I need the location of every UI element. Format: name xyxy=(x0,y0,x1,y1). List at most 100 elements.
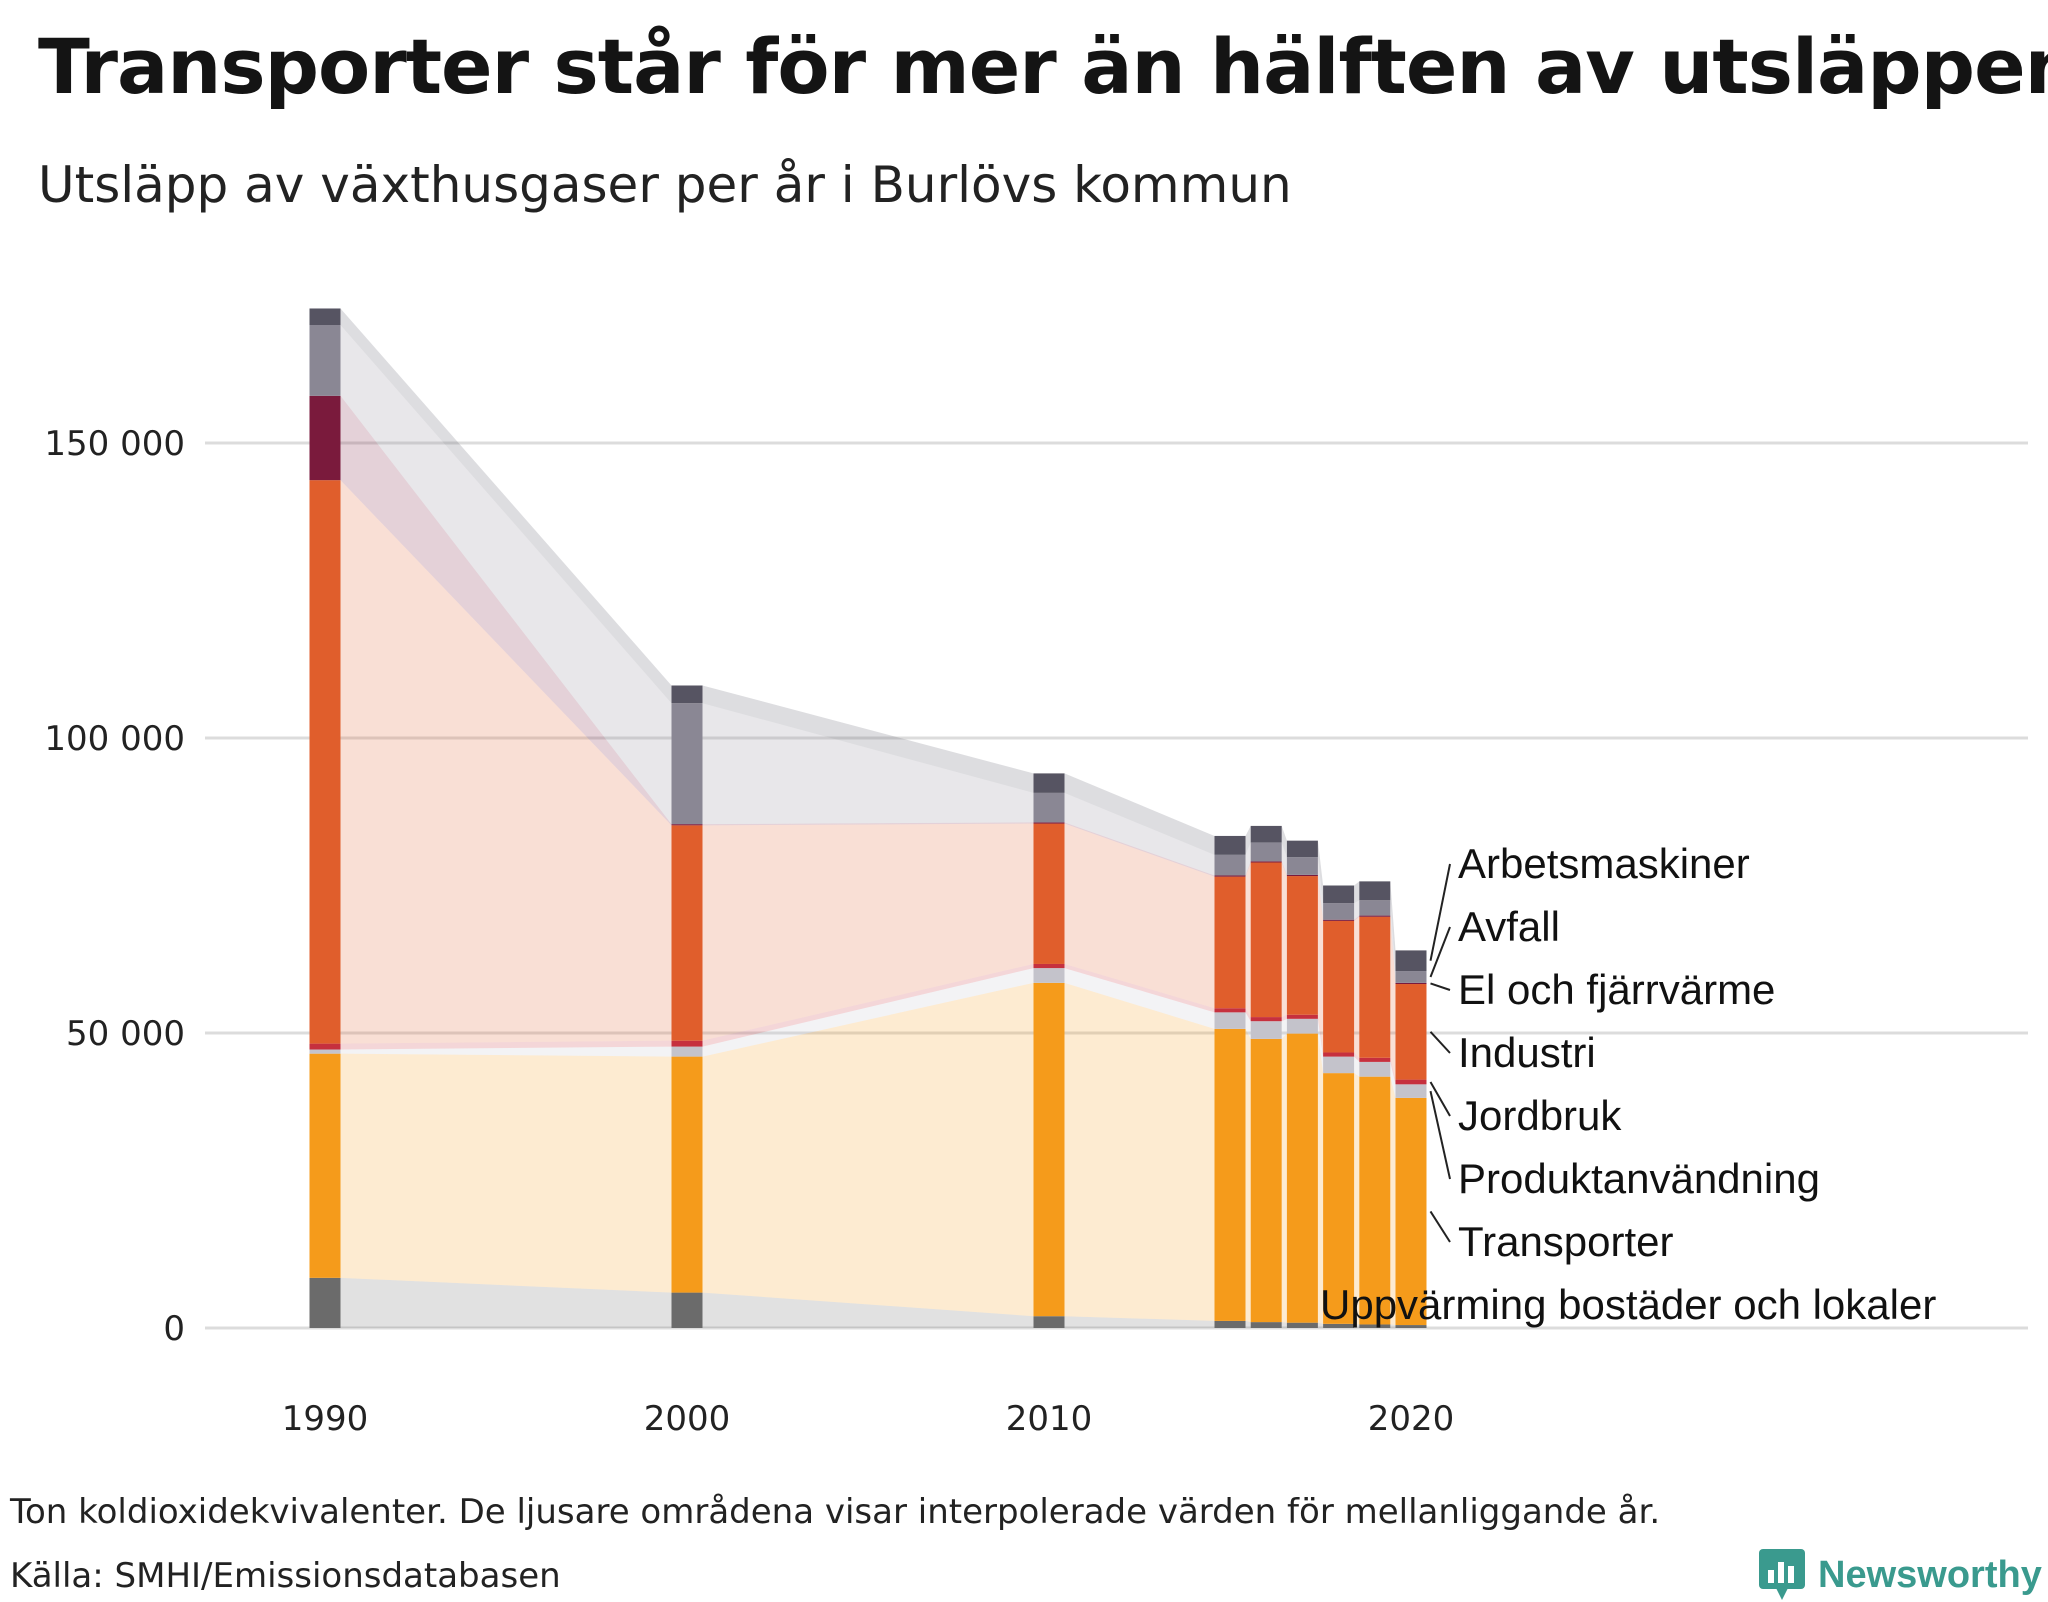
area-jordbruk xyxy=(702,963,1034,1047)
area-arbetsmaskiner xyxy=(1245,825,1251,855)
legend-label-el_fjarrvarme: El och fjärrvärme xyxy=(1458,966,1775,1013)
area-el_fjarrvarme xyxy=(702,822,1034,826)
bar-industri-2016 xyxy=(1250,862,1282,1018)
legend-label-uppvarmning: Uppvärming bostäder och lokaler xyxy=(1320,1281,1936,1328)
area-produktanvandning xyxy=(1317,1018,1324,1074)
area-arbetsmaskiner xyxy=(1064,773,1215,855)
bar-el_fjarrvarme-2000 xyxy=(671,824,703,826)
chart-subtitle: Utsläpp av växthusgaser per år i Burlövs… xyxy=(38,156,1292,214)
leader-line-transporter xyxy=(1429,1210,1451,1243)
bar-el_fjarrvarme-2010 xyxy=(1033,822,1065,824)
bar-transporter-2016 xyxy=(1250,1038,1282,1323)
bar-jordbruk-2019 xyxy=(1359,1057,1391,1062)
area-avfall xyxy=(1064,792,1215,876)
bar-arbetsmaskiner-2016 xyxy=(1250,825,1282,843)
area-el_fjarrvarme xyxy=(1390,915,1396,985)
area-transporter xyxy=(1390,1076,1396,1326)
x-tick-label: 2000 xyxy=(644,1399,731,1439)
bar-el_fjarrvarme-2017 xyxy=(1286,874,1318,877)
bar-industri-2020 xyxy=(1395,984,1427,1080)
area-transporter xyxy=(1354,1073,1360,1325)
x-tick-label: 1990 xyxy=(282,1399,369,1439)
bar-transporter-2010 xyxy=(1033,982,1065,1317)
legend-label-jordbruk: Jordbruk xyxy=(1458,1092,1622,1139)
bar-industri-1990 xyxy=(309,480,341,1044)
area-produktanvandning xyxy=(1064,968,1215,1029)
bar-transporter-2000 xyxy=(671,1056,703,1293)
bar-transporter-2019 xyxy=(1359,1076,1391,1325)
bar-jordbruk-2015 xyxy=(1214,1008,1246,1013)
area-produktanvandning xyxy=(1390,1061,1396,1098)
area-jordbruk xyxy=(1281,1014,1287,1022)
area-produktanvandning xyxy=(340,1046,672,1057)
legend-label-avfall: Avfall xyxy=(1458,903,1560,950)
area-transporter xyxy=(1317,1033,1324,1324)
bar-industri-2019 xyxy=(1359,916,1391,1058)
bar-produktanvandning-2016 xyxy=(1250,1021,1282,1039)
x-tick-label: 2010 xyxy=(1006,1399,1093,1439)
bar-arbetsmaskiner-2015 xyxy=(1214,835,1246,855)
area-el_fjarrvarme xyxy=(340,395,672,826)
bar-produktanvandning-2010 xyxy=(1033,968,1065,983)
bar-avfall-2017 xyxy=(1286,857,1318,875)
area-produktanvandning xyxy=(1245,1012,1251,1039)
area-arbetsmaskiner xyxy=(1317,840,1324,904)
bar-jordbruk-2016 xyxy=(1250,1017,1282,1022)
area-transporter xyxy=(1281,1033,1287,1323)
bar-transporter-2018 xyxy=(1323,1073,1355,1324)
area-industri xyxy=(1064,823,1215,1009)
bar-jordbruk-2020 xyxy=(1395,1079,1427,1085)
gridlines xyxy=(205,441,2028,1330)
y-tick-label: 150 000 xyxy=(44,424,185,464)
bar-produktanvandning-2018 xyxy=(1323,1056,1355,1074)
bar-transporter-2020 xyxy=(1395,1097,1427,1326)
area-avfall xyxy=(1354,900,1360,920)
legend: Arbetsmaskiner Avfall El och fjärrvärme Ind… xyxy=(1320,840,1936,1328)
area-arbetsmaskiner xyxy=(1281,825,1287,858)
legend-label-produktanvandning: Produktanvändning xyxy=(1458,1155,1820,1202)
area-jordbruk xyxy=(1390,1057,1396,1085)
x-tick-label: 2020 xyxy=(1368,1399,1455,1439)
bar-produktanvandning-2020 xyxy=(1395,1084,1427,1098)
bar-industri-2010 xyxy=(1033,823,1065,964)
area-el_fjarrvarme xyxy=(1354,915,1360,921)
brand-name: Newsworthy xyxy=(1818,1553,2042,1596)
area-arbetsmaskiner xyxy=(1390,881,1396,972)
footnote: Ton koldioxidekvivalenter. De ljusare om… xyxy=(10,1492,1661,1532)
leader-line-avfall xyxy=(1429,926,1451,978)
area-el_fjarrvarme xyxy=(1317,874,1324,921)
bar-industri-2017 xyxy=(1286,876,1318,1015)
bar-el_fjarrvarme-2020 xyxy=(1395,982,1427,985)
bar-industri-2015 xyxy=(1214,876,1246,1009)
y-axis-ticks: 0 50 000 100 000 150 000 xyxy=(44,424,185,1349)
area-arbetsmaskiner xyxy=(340,308,672,704)
bar-uppvarmning-2000 xyxy=(671,1292,703,1328)
bar-uppvarmning-1990 xyxy=(309,1277,341,1328)
bar-el_fjarrvarme-2019 xyxy=(1359,915,1391,917)
bar-arbetsmaskiner-2018 xyxy=(1323,885,1355,904)
bar-arbetsmaskiner-2000 xyxy=(671,685,703,704)
bar-arbetsmaskiner-2020 xyxy=(1395,950,1427,972)
bar-produktanvandning-2015 xyxy=(1214,1012,1246,1029)
bar-arbetsmaskiner-2019 xyxy=(1359,881,1391,901)
area-uppvarmning xyxy=(1354,1323,1360,1328)
area-uppvarmning xyxy=(1064,1316,1215,1328)
bar-el_fjarrvarme-2016 xyxy=(1250,861,1282,863)
area-produktanvandning xyxy=(1354,1056,1360,1077)
leader-line-arbetsmaskiner xyxy=(1429,863,1451,961)
bar-uppvarmning-2015 xyxy=(1214,1320,1246,1328)
area-jordbruk xyxy=(1064,963,1215,1013)
bar-transporter-2017 xyxy=(1286,1033,1318,1323)
y-tick-label: 0 xyxy=(163,1309,185,1349)
leader-line-industri xyxy=(1429,1031,1451,1054)
source-note: Källa: SMHI/Emissionsdatabasen xyxy=(10,1556,561,1596)
bar-jordbruk-2000 xyxy=(671,1040,703,1047)
x-axis-ticks: 1990 2000 2010 2020 xyxy=(282,1399,1455,1439)
y-tick-label: 100 000 xyxy=(44,719,185,759)
bar-uppvarmning-2016 xyxy=(1250,1322,1282,1328)
bar-avfall-2020 xyxy=(1395,971,1427,983)
area-jordbruk xyxy=(1317,1014,1324,1057)
area-el_fjarrvarme xyxy=(1281,861,1287,877)
legend-label-industri: Industri xyxy=(1458,1029,1596,1076)
bar-el_fjarrvarme-1990 xyxy=(309,395,341,481)
